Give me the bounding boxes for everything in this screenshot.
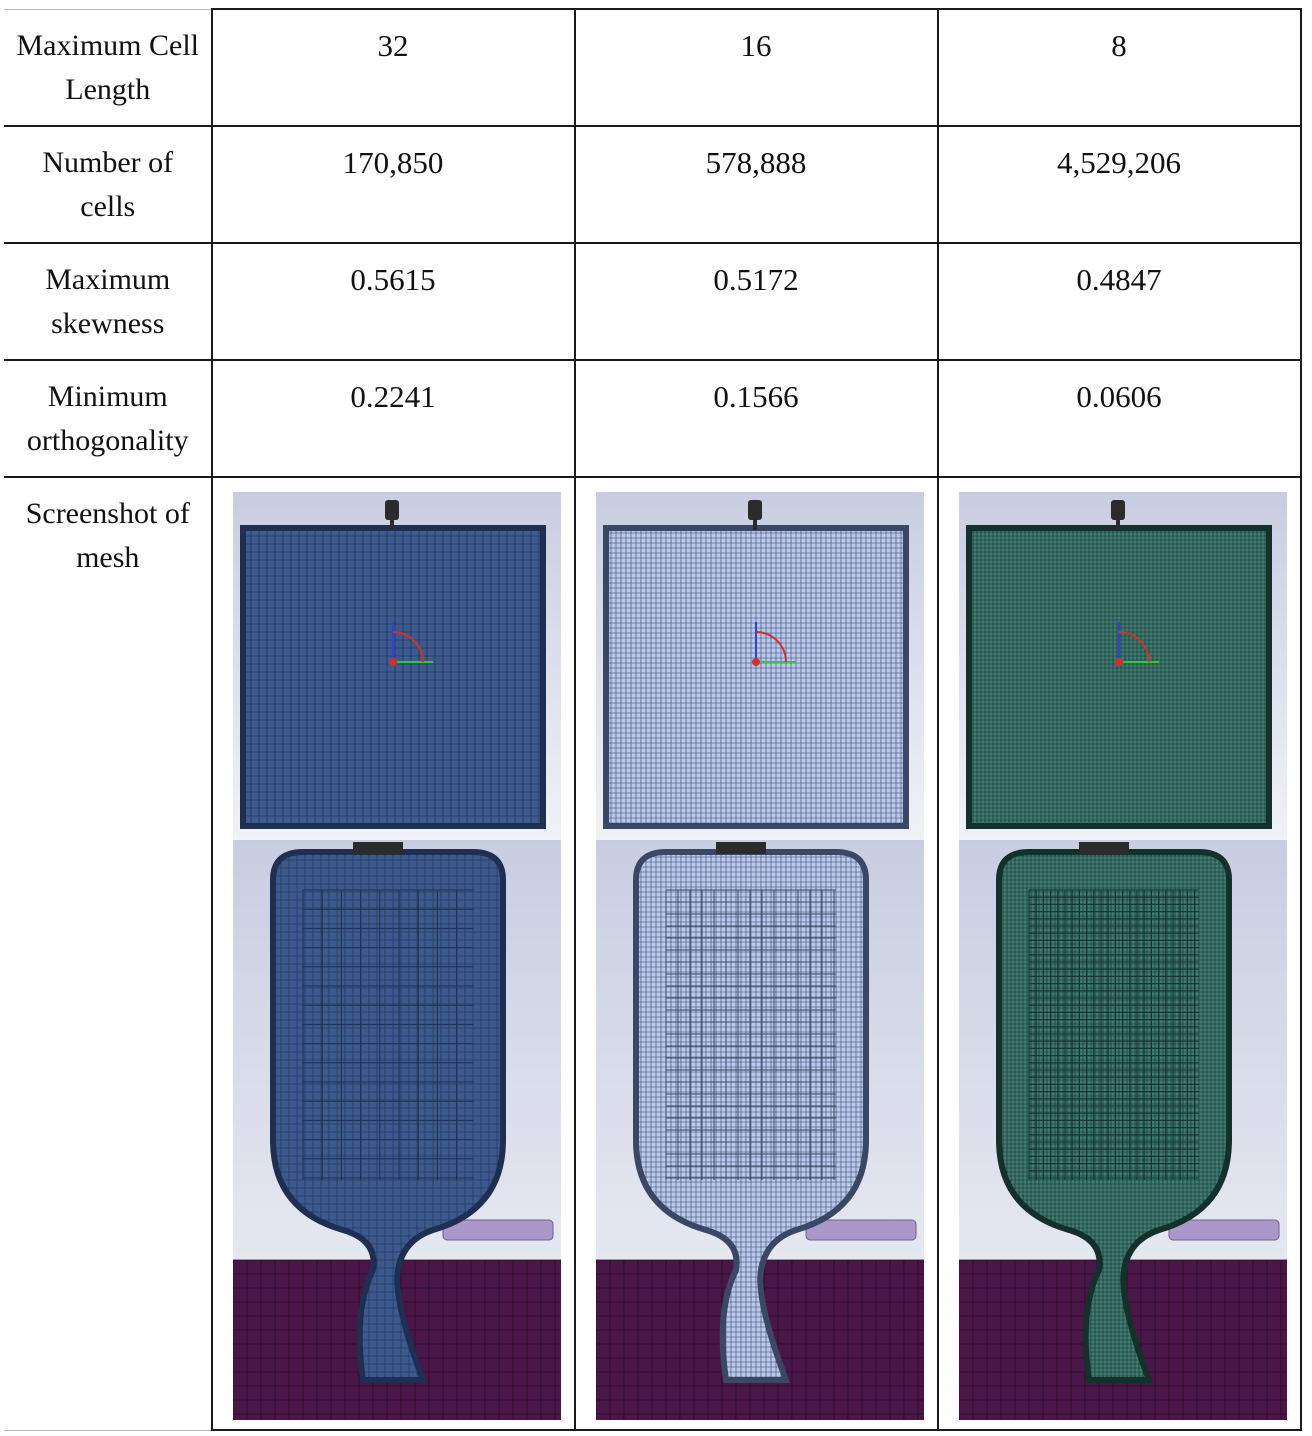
row-label-max-cell-length: Maximum Cell Length [16, 28, 200, 106]
cell-value: 578,888 [705, 145, 807, 180]
box-mesh-image [958, 492, 1287, 840]
cell-value: 0.4847 [1076, 262, 1162, 297]
table-row: Screenshot of mesh [4, 476, 1302, 1431]
mesh-comparison-table: Maximum Cell Length 32 16 8 Number of ce… [4, 8, 1302, 1431]
cell-value: 170,850 [342, 145, 444, 180]
table-cell: 578,888 [573, 125, 939, 244]
box-mesh-image [595, 492, 924, 840]
bottle-mesh-image [595, 840, 924, 1420]
cell-value: 8 [1111, 28, 1127, 63]
row-label-cell: Screenshot of mesh [4, 476, 213, 1431]
table-cell: 0.1566 [573, 359, 939, 478]
table-cell: 0.5172 [573, 242, 939, 361]
row-label-cell: Minimum orthogonality [4, 359, 213, 478]
table-row: Minimum orthogonality 0.2241 0.1566 0.06… [4, 359, 1302, 478]
table-cell: 0.0606 [936, 359, 1302, 478]
cell-value: 0.5172 [713, 262, 799, 297]
table-row: Number of cells 170,850 578,888 4,529,20… [4, 125, 1302, 244]
table-cell: 32 [210, 8, 576, 127]
cell-value: 0.5615 [350, 262, 436, 297]
table-cell: 0.4847 [936, 242, 1302, 361]
bottle-mesh-image [958, 840, 1287, 1420]
row-label-max-skewness: Maximum skewness [45, 263, 171, 340]
table-row: Maximum Cell Length 32 16 8 [4, 8, 1302, 127]
table-cell: 170,850 [210, 125, 576, 244]
cell-value: 4,529,206 [1057, 145, 1181, 180]
mesh-screenshot-cell [936, 476, 1302, 1431]
row-label-screenshot: Screenshot of mesh [25, 497, 190, 574]
bottle-mesh-image [232, 840, 561, 1420]
table-row: Maximum skewness 0.5615 0.5172 0.4847 [4, 242, 1302, 361]
mesh-screenshot-cell [210, 476, 576, 1431]
cell-value: 0.1566 [713, 379, 799, 414]
row-label-cell: Maximum skewness [4, 242, 213, 361]
table-cell: 0.2241 [210, 359, 576, 478]
table-cell: 8 [936, 8, 1302, 127]
row-label-cell: Maximum Cell Length [4, 8, 213, 127]
row-label-cell: Number of cells [4, 125, 213, 244]
table-cell: 0.5615 [210, 242, 576, 361]
mesh-screenshot-cell [573, 476, 939, 1431]
row-label-min-orthogonality: Minimum orthogonality [26, 380, 189, 457]
table-cell: 4,529,206 [936, 125, 1302, 244]
cell-value: 16 [740, 28, 772, 63]
box-mesh-image [232, 492, 561, 840]
row-label-number-of-cells: Number of cells [42, 146, 174, 223]
cell-value: 0.2241 [350, 379, 436, 414]
cell-value: 32 [377, 28, 409, 63]
table-cell: 16 [573, 8, 939, 127]
cell-value: 0.0606 [1076, 379, 1162, 414]
